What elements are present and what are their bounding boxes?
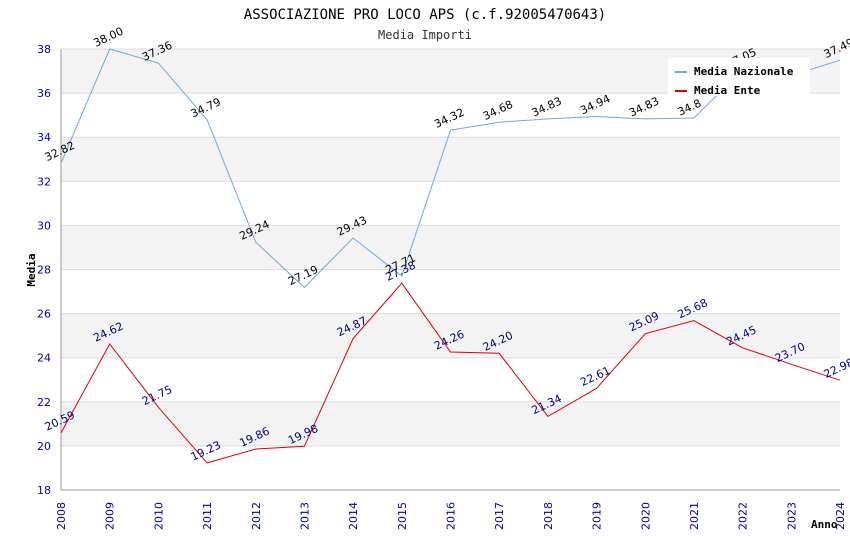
y-tick-label: 18 bbox=[37, 484, 51, 497]
legend-box bbox=[668, 58, 810, 96]
grid-band bbox=[61, 445, 840, 490]
x-tick-label: 2017 bbox=[493, 502, 506, 530]
x-tick-label: 2019 bbox=[591, 502, 604, 530]
x-tick-label: 2016 bbox=[445, 502, 458, 530]
chart-subtitle: Media Importi bbox=[378, 28, 472, 42]
grid-band bbox=[61, 357, 840, 402]
legend: Media Nazionale Media Ente bbox=[668, 58, 810, 97]
series-line-2 bbox=[60, 282, 841, 464]
grid-band bbox=[61, 269, 840, 314]
data-label: 38.00 bbox=[91, 25, 125, 50]
y-axis-label: Media bbox=[25, 253, 38, 286]
grid-band bbox=[61, 181, 840, 226]
y-tick-label: 26 bbox=[37, 308, 51, 321]
x-tick-label: 2018 bbox=[542, 502, 555, 530]
x-tick-label: 2015 bbox=[396, 502, 409, 530]
series-line-1 bbox=[60, 48, 841, 289]
x-tick-label: 2012 bbox=[250, 502, 263, 530]
x-tick-label: 2024 bbox=[834, 502, 847, 530]
y-tick-label: 32 bbox=[37, 175, 51, 188]
x-tick-label: 2023 bbox=[785, 502, 798, 530]
y-tick-label: 34 bbox=[37, 131, 51, 144]
y-tick-label: 30 bbox=[37, 219, 51, 232]
y-tick-label: 28 bbox=[37, 264, 51, 277]
x-tick-label: 2010 bbox=[152, 502, 165, 530]
grid-bands bbox=[61, 49, 840, 490]
legend-entry: Media Ente bbox=[694, 84, 761, 97]
legend-entry: Media Nazionale bbox=[694, 65, 794, 78]
y-tick-label: 36 bbox=[37, 87, 51, 100]
grid-band bbox=[61, 225, 840, 270]
grid-band bbox=[61, 401, 840, 446]
series-lines bbox=[60, 48, 841, 464]
x-tick-label: 2011 bbox=[201, 502, 214, 530]
y-tick-labels: 18 20 22 24 26 28 30 32 34 36 38 bbox=[37, 43, 51, 497]
x-tick-label: 2009 bbox=[104, 502, 117, 530]
x-tick-label: 2020 bbox=[639, 502, 652, 530]
chart-title: ASSOCIAZIONE PRO LOCO APS (c.f.920054706… bbox=[244, 7, 606, 23]
y-tick-label: 22 bbox=[37, 396, 51, 409]
x-tick-label: 2021 bbox=[688, 502, 701, 530]
x-tick-label: 2008 bbox=[55, 502, 68, 530]
y-tick-label: 38 bbox=[37, 43, 51, 56]
y-tick-label: 20 bbox=[37, 440, 51, 453]
x-tick-label: 2014 bbox=[347, 502, 360, 530]
axes bbox=[60, 49, 840, 491]
y-tick-label: 24 bbox=[37, 352, 51, 365]
x-tick-label: 2013 bbox=[298, 502, 311, 530]
x-tick-label: 2022 bbox=[737, 502, 750, 530]
x-tick-labels: 2008 2009 2010 2011 2012 2013 2014 2015 2016 2017… bbox=[55, 502, 847, 530]
grid-band bbox=[61, 137, 840, 182]
grid-band bbox=[61, 313, 840, 358]
x-axis-label: Anno bbox=[811, 518, 838, 531]
